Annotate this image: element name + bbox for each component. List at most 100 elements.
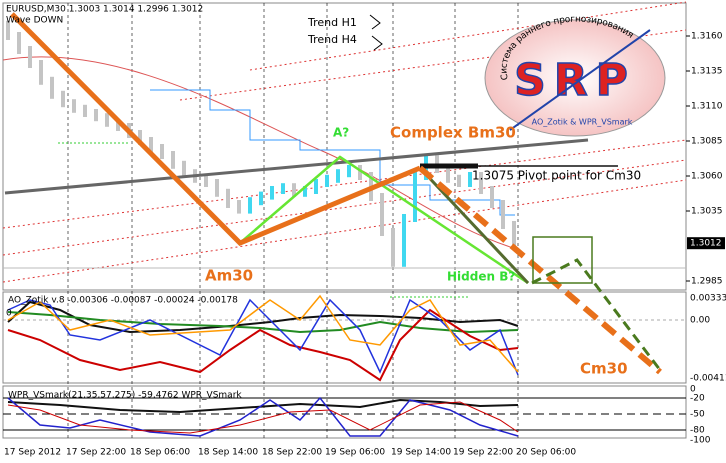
- annotation: Am30: [205, 267, 253, 285]
- x-tick-label: 19 Sep 22:00: [453, 448, 513, 458]
- y-tick-label: 1.3085: [691, 137, 723, 147]
- forecast-green: [531, 258, 662, 371]
- y-tick-label: -80: [690, 426, 705, 436]
- price-bars: [6, 20, 516, 267]
- arrows: [369, 14, 383, 51]
- price-bar: [380, 193, 384, 236]
- price-bar: [325, 174, 329, 187]
- wpr-line: [7, 398, 519, 414]
- wpr-line: [7, 396, 519, 437]
- price-bar: [292, 183, 296, 197]
- price-bar: [347, 165, 351, 178]
- panel-title: AO_Zotik v.8 -0.00306 -0.00087 -0.00024 …: [8, 296, 238, 306]
- ma-line: [2, 56, 521, 251]
- target-box: [532, 236, 593, 284]
- price-bar: [17, 32, 21, 54]
- price-bar: [138, 130, 142, 145]
- price-bar: [402, 214, 406, 267]
- y-tick-label: 1.3110: [691, 102, 723, 112]
- wpr-line: [7, 401, 519, 434]
- price-bar: [160, 144, 164, 159]
- axes: 1.3160 1.3135 1.3110 1.3085 1.3060 1.3035 1.29…: [4, 32, 725, 458]
- price-bar: [314, 179, 318, 194]
- price-bar: [303, 186, 307, 197]
- forecast: [418, 165, 662, 375]
- price-bar: [446, 165, 450, 183]
- price-bar: [28, 46, 32, 68]
- price-bar: [105, 113, 109, 127]
- logo: [484, 19, 666, 137]
- price-bar: [61, 90, 65, 108]
- price-bar: [391, 228, 395, 267]
- current-price: 1.3012: [690, 239, 722, 249]
- price-bar: [83, 104, 87, 117]
- price-bar: [259, 191, 263, 206]
- price-bar: [226, 188, 230, 208]
- price-bar: [413, 172, 417, 222]
- price-bar: [248, 197, 252, 214]
- trend-label: Trend H1: [307, 16, 357, 29]
- logo-credit: AO_Zotik & WPR_VSmark: [532, 118, 633, 127]
- x-tick-label: 18 Sep 22:00: [262, 448, 322, 458]
- price-bar: [336, 169, 340, 183]
- logo-title: SRP: [514, 55, 636, 106]
- price-bar: [281, 183, 285, 194]
- green-wave: [239, 155, 529, 285]
- price-bar: [171, 151, 175, 169]
- ao-frame: [2, 291, 687, 384]
- price-bar: [237, 200, 241, 214]
- price-bar: [270, 186, 274, 200]
- panel-title: WPR_VSmark(21,35,57,275) -59.4762 WPR_VS…: [8, 391, 242, 401]
- trend-label: Trend H4: [307, 33, 357, 46]
- x-tick-label: 18 Sep 06:00: [130, 448, 190, 458]
- price-bar: [182, 160, 186, 178]
- annotation: Hidden B?: [447, 270, 515, 284]
- price-bar: [94, 109, 98, 122]
- ao-line: [7, 294, 519, 373]
- x-tick-label: 19 Sep 14:00: [391, 448, 451, 458]
- y-tick-label: 0.00: [690, 316, 710, 326]
- price-bar: [512, 221, 516, 248]
- x-tick-label: 17 Sep 22:00: [66, 448, 126, 458]
- gray-trend: [4, 138, 589, 195]
- y-tick-label: 0: [690, 385, 696, 395]
- y-tick-label: 0.00333: [690, 294, 726, 304]
- x-tick-label: 18 Sep 14:00: [198, 448, 258, 458]
- main-frame: [2, 2, 687, 291]
- price-bar: [468, 172, 472, 187]
- wpr-frame: [2, 385, 687, 439]
- y-tick-label: 1.3135: [691, 67, 723, 77]
- price-bar: [490, 186, 494, 208]
- y-tick-label: -20: [690, 394, 705, 404]
- annotation: Complex Bm30: [390, 124, 516, 142]
- logo-arrow: [509, 29, 651, 131]
- annotation: A?: [333, 126, 349, 140]
- y-tick-label: 1.3060: [691, 172, 723, 182]
- y-tick-label: -50: [690, 410, 705, 420]
- x-tick-label: 19 Sep 06:00: [325, 448, 385, 458]
- y-tick-label: -0.00411: [690, 374, 726, 384]
- price-bar: [479, 172, 483, 194]
- current-price-box: [687, 237, 725, 250]
- stepped-line: [150, 89, 515, 216]
- price-bar: [215, 179, 219, 197]
- price-bar: [501, 200, 505, 229]
- x-tick-label: 17 Sep 2012: [4, 448, 61, 458]
- y-tick-label: -100: [690, 436, 711, 446]
- price-bar: [204, 174, 208, 187]
- price-bar: [72, 99, 76, 113]
- price-bar: [149, 137, 153, 152]
- price-bar: [6, 20, 10, 40]
- grid: [67, 3, 519, 438]
- price-bar: [358, 165, 362, 180]
- price-bar: [116, 118, 120, 131]
- x-tick-label: 20 Sep 06:00: [516, 448, 576, 458]
- y-tick-label: 1.3035: [691, 207, 723, 217]
- signal: Wave DOWN: [6, 16, 63, 26]
- price-bar: [50, 76, 54, 99]
- price-bar: [457, 174, 461, 187]
- annotation: 1.3075 Pivot point for Cm30: [472, 169, 641, 183]
- y-tick-label: 1.2985: [691, 277, 723, 287]
- y-tick-label: 1.3160: [691, 32, 723, 42]
